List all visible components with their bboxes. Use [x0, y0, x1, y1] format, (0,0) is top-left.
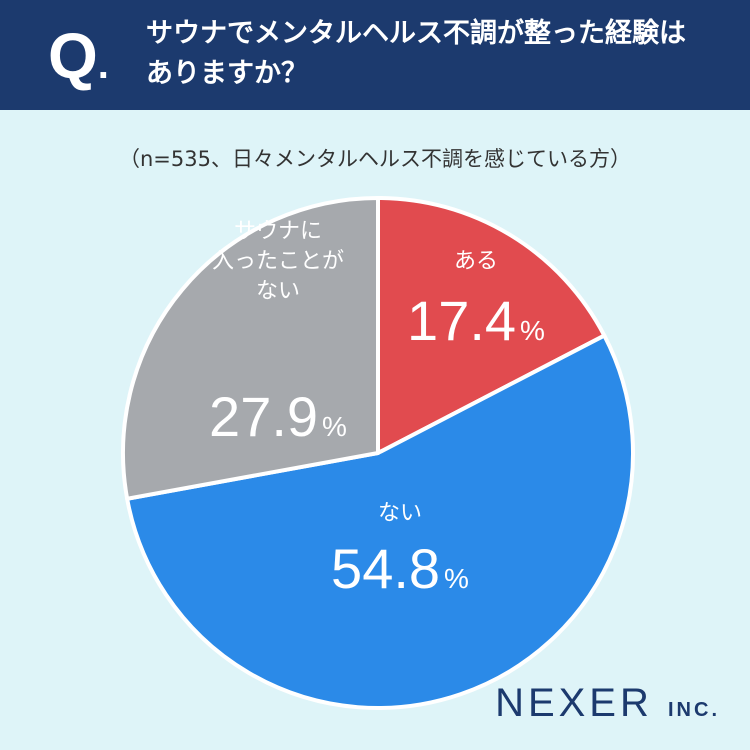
slice-label: ある	[454, 249, 498, 274]
q-letter: Q	[48, 20, 98, 92]
logo-suffix: INC.	[668, 699, 720, 721]
slice-value: 54.8%	[331, 537, 469, 600]
chart-subtitle: （n=535、日々メンタルヘルス不調を感じている方）	[119, 147, 631, 171]
question-line-2: ありますか？	[146, 58, 308, 89]
slice-value: 17.4%	[407, 289, 545, 352]
pie-slice	[121, 196, 380, 501]
nexer-logo: NEXER INC.	[495, 681, 720, 732]
question-header: Q. サウナでメンタルヘルス不調が整った経験は ありますか？	[0, 0, 750, 110]
slice-label: ない	[378, 501, 422, 526]
slice-value: 27.9%	[209, 385, 347, 448]
question-text: サウナでメンタルヘルス不調が整った経験は ありますか？	[146, 14, 736, 94]
q-mark: Q.	[48, 16, 109, 105]
slice-label: ない	[256, 279, 300, 304]
pie-slice	[125, 333, 635, 710]
question-line-1: サウナでメンタルヘルス不調が整った経験は	[146, 18, 686, 49]
pie-slice	[376, 196, 607, 455]
slice-label: 入ったことが	[212, 249, 344, 274]
logo-name: NEXER	[495, 681, 653, 725]
q-dot: .	[97, 43, 109, 87]
slice-label: サウナに	[234, 219, 322, 244]
